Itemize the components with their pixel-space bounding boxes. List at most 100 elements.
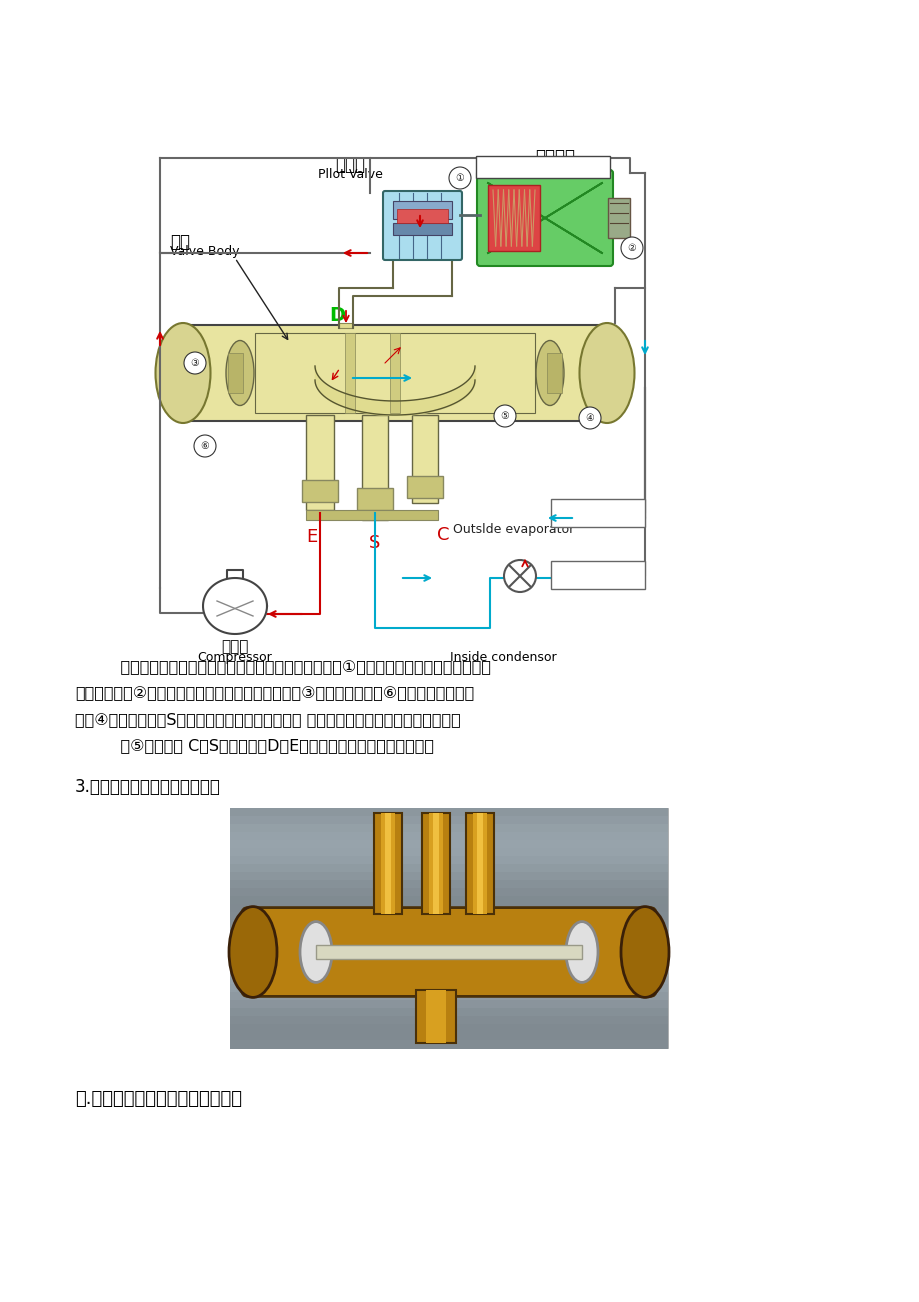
Text: 塞腔④的流体由于和S管相通，受压缩机抽吸而排出 使活塞两端产生压力差，活塞及主滑: 塞腔④的流体由于和S管相通，受压缩机抽吸而排出 使活塞两端产生压力差，活塞及主滑: [75, 712, 460, 727]
Ellipse shape: [155, 323, 210, 423]
FancyBboxPatch shape: [475, 156, 609, 178]
Bar: [392, 201, 451, 219]
Text: Inside condensor: Inside condensor: [449, 651, 556, 664]
Bar: [230, 824, 667, 833]
Bar: [228, 353, 243, 393]
FancyBboxPatch shape: [550, 499, 644, 527]
Bar: [415, 991, 456, 1043]
Bar: [384, 812, 391, 914]
Bar: [397, 210, 448, 223]
Bar: [230, 888, 667, 897]
Text: 先导阀: 先导阀: [335, 156, 365, 174]
Bar: [315, 945, 582, 960]
FancyBboxPatch shape: [242, 907, 655, 996]
Bar: [230, 967, 667, 976]
Bar: [361, 415, 388, 519]
Ellipse shape: [226, 341, 254, 405]
Bar: [230, 1008, 667, 1017]
Bar: [230, 809, 667, 1048]
Text: ⑤: ⑤: [500, 411, 509, 421]
Text: ①: ①: [455, 173, 464, 184]
Bar: [230, 904, 667, 913]
Ellipse shape: [300, 922, 332, 983]
Text: E: E: [306, 529, 317, 546]
Bar: [422, 812, 449, 914]
Bar: [472, 812, 486, 914]
Text: Outslde evaporator: Outslde evaporator: [452, 523, 573, 536]
Bar: [230, 880, 667, 889]
Bar: [412, 415, 437, 503]
Bar: [230, 896, 667, 905]
Bar: [230, 1023, 667, 1032]
FancyBboxPatch shape: [176, 326, 612, 421]
Ellipse shape: [565, 922, 597, 983]
Bar: [230, 984, 667, 993]
Text: ③: ③: [190, 358, 199, 368]
Circle shape: [184, 352, 206, 374]
Circle shape: [194, 435, 216, 457]
Bar: [373, 812, 402, 914]
Bar: [230, 1000, 667, 1009]
Bar: [306, 415, 334, 510]
Bar: [306, 510, 437, 519]
Text: 二.四通阀常见故障判断与分析方法: 二.四通阀常见故障判断与分析方法: [75, 1090, 242, 1108]
Bar: [230, 1032, 667, 1042]
Bar: [230, 921, 667, 930]
Bar: [230, 911, 667, 921]
Bar: [230, 952, 667, 961]
Text: ②: ②: [627, 243, 636, 253]
Text: Solenold Coll: Solenold Coll: [482, 161, 562, 174]
Text: C: C: [437, 526, 449, 544]
Bar: [230, 816, 667, 825]
Bar: [230, 855, 667, 865]
Bar: [230, 809, 667, 816]
Text: ⑥: ⑥: [200, 441, 210, 450]
Bar: [230, 936, 667, 945]
Text: 主阀: 主阀: [170, 233, 190, 251]
Text: 阀⑤右移，使 C、S接管相通，D、E接管相通，于是形成制热循环，: 阀⑤右移，使 C、S接管相通，D、E接管相通，于是形成制热循环，: [100, 738, 434, 753]
Text: Valve Body: Valve Body: [170, 245, 239, 258]
Bar: [547, 353, 562, 393]
Bar: [338, 323, 353, 328]
FancyBboxPatch shape: [382, 191, 461, 260]
Ellipse shape: [229, 906, 277, 997]
Bar: [230, 872, 667, 881]
Bar: [476, 812, 482, 914]
Text: 室内机组: 室内机组: [579, 566, 616, 581]
Bar: [607, 198, 630, 238]
Bar: [230, 976, 667, 986]
Bar: [345, 333, 355, 413]
Ellipse shape: [620, 906, 668, 997]
FancyBboxPatch shape: [476, 171, 612, 266]
Circle shape: [448, 167, 471, 189]
Bar: [390, 333, 400, 413]
Bar: [230, 840, 667, 849]
Bar: [380, 812, 394, 914]
Text: 压缩机: 压缩机: [221, 639, 248, 654]
Bar: [230, 848, 667, 857]
Bar: [230, 832, 667, 841]
Bar: [230, 1016, 667, 1025]
Bar: [230, 944, 667, 953]
Polygon shape: [203, 578, 267, 634]
Circle shape: [620, 237, 642, 259]
Text: 电磁线圈: 电磁线圈: [535, 148, 574, 165]
Bar: [487, 185, 539, 251]
Bar: [433, 812, 438, 914]
Circle shape: [504, 560, 536, 592]
Bar: [230, 992, 667, 1001]
Bar: [392, 223, 451, 234]
Circle shape: [494, 405, 516, 427]
Bar: [230, 960, 667, 969]
Text: 克服压缩弹簧②的弹力而右移，高压流体进入毛细管③后进入左活塞腔⑥。另一方面，右活: 克服压缩弹簧②的弹力而右移，高压流体进入毛细管③后进入左活塞腔⑥。另一方面，右活: [75, 686, 473, 700]
Bar: [465, 812, 494, 914]
Text: D: D: [329, 306, 345, 326]
Text: 3.四通阀主阀体内部构造图片：: 3.四通阀主阀体内部构造图片：: [75, 779, 221, 796]
Ellipse shape: [579, 323, 634, 423]
Text: S: S: [369, 534, 380, 552]
Text: ④: ④: [585, 413, 594, 423]
Bar: [406, 477, 443, 497]
Bar: [301, 480, 337, 503]
Bar: [428, 812, 442, 914]
Bar: [230, 928, 667, 937]
